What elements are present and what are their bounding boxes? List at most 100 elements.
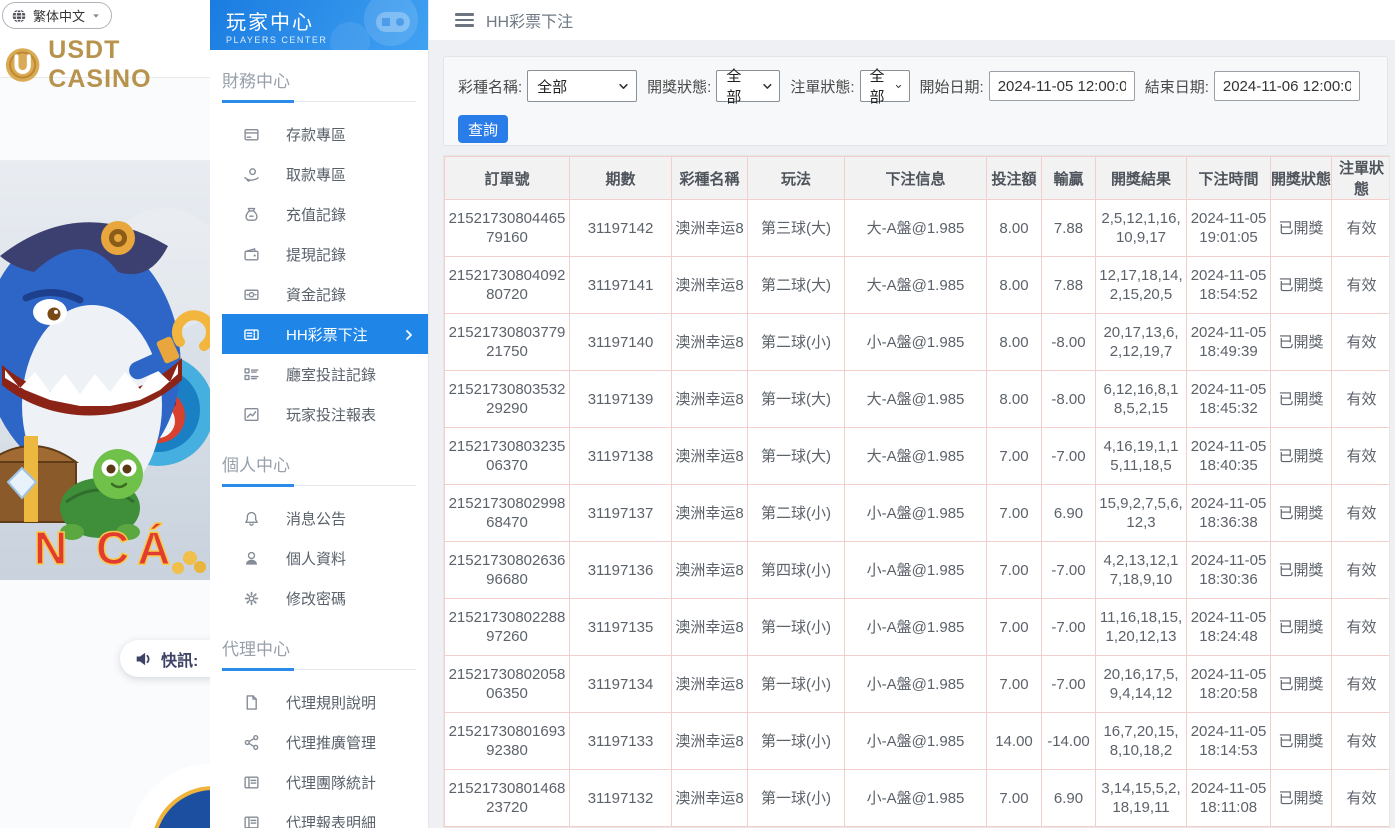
- room-bet-record-icon: [242, 365, 260, 383]
- menu-toggle-icon[interactable]: [455, 13, 474, 27]
- sidebar-menu: 財務中心存款專區 取款專區充值記錄提現記錄資金記錄 HH彩票下注 廳室投註記錄玩家投注…: [210, 67, 428, 828]
- table-cell: -14.00: [1041, 712, 1096, 770]
- column-header: 下注信息: [844, 156, 987, 200]
- table-cell: 2024-11-05 18:30:36: [1186, 541, 1271, 599]
- table-cell: -8.00: [1041, 313, 1096, 371]
- table-cell: 有效: [1331, 256, 1389, 314]
- sidebar-item-label: 資金記錄: [286, 286, 347, 304]
- draw-status-select[interactable]: 全部: [716, 68, 781, 106]
- sidebar-item[interactable]: 代理報表明細: [222, 802, 428, 828]
- table-cell: 8.00: [986, 313, 1042, 371]
- table-cell: 小-A盤@1.985: [844, 712, 987, 770]
- table-cell: 2024-11-05 18:45:32: [1186, 370, 1271, 428]
- table-cell: 2024-11-05 18:36:38: [1186, 484, 1271, 542]
- table-cell: 31197138: [569, 427, 672, 485]
- sidebar-item[interactable]: 廳室投註記錄: [222, 354, 428, 394]
- end-date-input[interactable]: [1213, 71, 1360, 101]
- table-cell: 小-A盤@1.985: [844, 655, 987, 713]
- table-cell: 7.00: [986, 427, 1042, 485]
- player-report-icon: [242, 405, 260, 423]
- table-row: 2152173080169392380 31197133 澳洲幸运8 第一球(小) 小-…: [444, 712, 1389, 770]
- table-cell: 第一球(小): [747, 655, 845, 713]
- sidebar-item[interactable]: HH彩票下注: [222, 314, 428, 354]
- table-cell: 2152173080263696680: [444, 541, 570, 599]
- table-cell: 2024-11-05 18:20:58: [1186, 655, 1271, 713]
- header-decoration: [364, 0, 418, 46]
- table-cell: 31197136: [569, 541, 672, 599]
- sidebar-item[interactable]: 消息公告: [222, 498, 428, 538]
- profile-user-icon: [242, 549, 260, 567]
- search-button[interactable]: 查詢: [458, 115, 508, 143]
- filter-label: 結束日期:: [1144, 78, 1209, 96]
- lottery-bet-icon: [242, 325, 260, 343]
- funds-record-icon: [242, 285, 260, 303]
- start-date-input[interactable]: [988, 71, 1135, 101]
- sidebar-item[interactable]: 資金記錄: [222, 274, 428, 314]
- column-header: 輸贏: [1041, 156, 1096, 200]
- table-cell: 2024-11-05 18:54:52: [1186, 256, 1271, 314]
- table-cell: 澳洲幸运8: [671, 484, 748, 542]
- sidebar-item[interactable]: 個人資料: [222, 538, 428, 578]
- table-cell: 11,16,18,15,1,20,12,13: [1095, 598, 1187, 656]
- table-cell: 2152173080169392380: [444, 712, 570, 770]
- column-header: 開獎結果: [1095, 156, 1187, 200]
- table-cell: 12,17,18,14,2,15,20,5: [1095, 256, 1187, 314]
- select-value: 全部: [726, 68, 742, 106]
- table-cell: 已開獎: [1270, 370, 1332, 428]
- sidebar-item[interactable]: 充值記錄: [222, 194, 428, 234]
- table-cell: 已開獎: [1270, 256, 1332, 314]
- warriors-bridge-icon: [154, 786, 210, 828]
- sidebar-section-title: 財務中心: [222, 72, 290, 91]
- sidebar-subtitle: PLAYERS CENTER: [226, 35, 328, 45]
- table-cell: -7.00: [1041, 427, 1096, 485]
- sidebar-item[interactable]: 取款專區: [222, 154, 428, 194]
- table-cell: 有效: [1331, 484, 1389, 542]
- table-cell: 7.00: [986, 769, 1042, 827]
- table-cell: 已開獎: [1270, 712, 1332, 770]
- sidebar-item-label: 玩家投注報表: [286, 406, 377, 424]
- table-cell: 有效: [1331, 427, 1389, 485]
- news-label: 快訊:: [161, 652, 199, 670]
- table-cell: 2152173080353229290: [444, 370, 570, 428]
- table-cell: 2024-11-05 18:14:53: [1186, 712, 1271, 770]
- sidebar-item[interactable]: 代理團隊統計: [222, 762, 428, 802]
- sidebar-item[interactable]: 玩家投注報表: [222, 394, 428, 434]
- table-cell: 2024-11-05 18:40:35: [1186, 427, 1271, 485]
- table-cell: 31197139: [569, 370, 672, 428]
- table-cell: 已開獎: [1270, 655, 1332, 713]
- language-selector[interactable]: 繁体中文: [2, 2, 113, 29]
- language-label: 繁体中文: [33, 9, 86, 24]
- usdt-coin-icon: [5, 48, 40, 82]
- table-cell: 15,9,2,7,5,6,12,3: [1095, 484, 1187, 542]
- table-cell: 4,16,19,1,15,11,18,5: [1095, 427, 1187, 485]
- sidebar-item[interactable]: 提現記錄: [222, 234, 428, 274]
- sidebar-item[interactable]: 代理規則說明: [222, 682, 428, 722]
- header-decoration: [330, 22, 370, 50]
- table-cell: 有效: [1331, 370, 1389, 428]
- table-cell: -7.00: [1041, 598, 1096, 656]
- logo-text: USDT CASINO: [48, 36, 152, 93]
- sidebar-item-label: 充值記錄: [286, 206, 347, 224]
- filter-label: 開獎狀態:: [647, 78, 712, 96]
- table-cell: 2152173080409280720: [444, 256, 570, 314]
- table-cell: 大-A盤@1.985: [844, 370, 987, 428]
- bets-table: 訂單號 期數 彩種名稱 玩法 下注信息 投注額 輸贏 開獎結果 下注時間 開獎狀態 注單狀態 215…: [444, 156, 1389, 827]
- table-row: 2152173080205806350 31197134 澳洲幸运8 第一球(小) 小-…: [444, 655, 1389, 713]
- table-cell: 小-A盤@1.985: [844, 769, 987, 827]
- sidebar-item[interactable]: 代理推廣管理: [222, 722, 428, 762]
- section-divider: [222, 100, 416, 103]
- sidebar-item-label: 消息公告: [286, 510, 347, 528]
- sidebar-item[interactable]: 存款專區: [222, 114, 428, 154]
- table-cell: 2,5,12,1,16,10,9,17: [1095, 199, 1187, 257]
- lottery-name-select[interactable]: 全部: [527, 70, 638, 102]
- table-cell: 第一球(小): [747, 598, 845, 656]
- order-status-select[interactable]: 全部: [859, 68, 910, 106]
- column-header: 投注額: [986, 156, 1042, 200]
- table-cell: 第三球(大): [747, 199, 845, 257]
- table-cell: 有效: [1331, 655, 1389, 713]
- table-cell: 澳洲幸运8: [671, 313, 748, 371]
- table-cell: 大-A盤@1.985: [844, 256, 987, 314]
- sidebar-item[interactable]: 修改密碼: [222, 578, 428, 618]
- sidebar-item-label: 代理規則說明: [286, 694, 377, 712]
- table-cell: 已開獎: [1270, 427, 1332, 485]
